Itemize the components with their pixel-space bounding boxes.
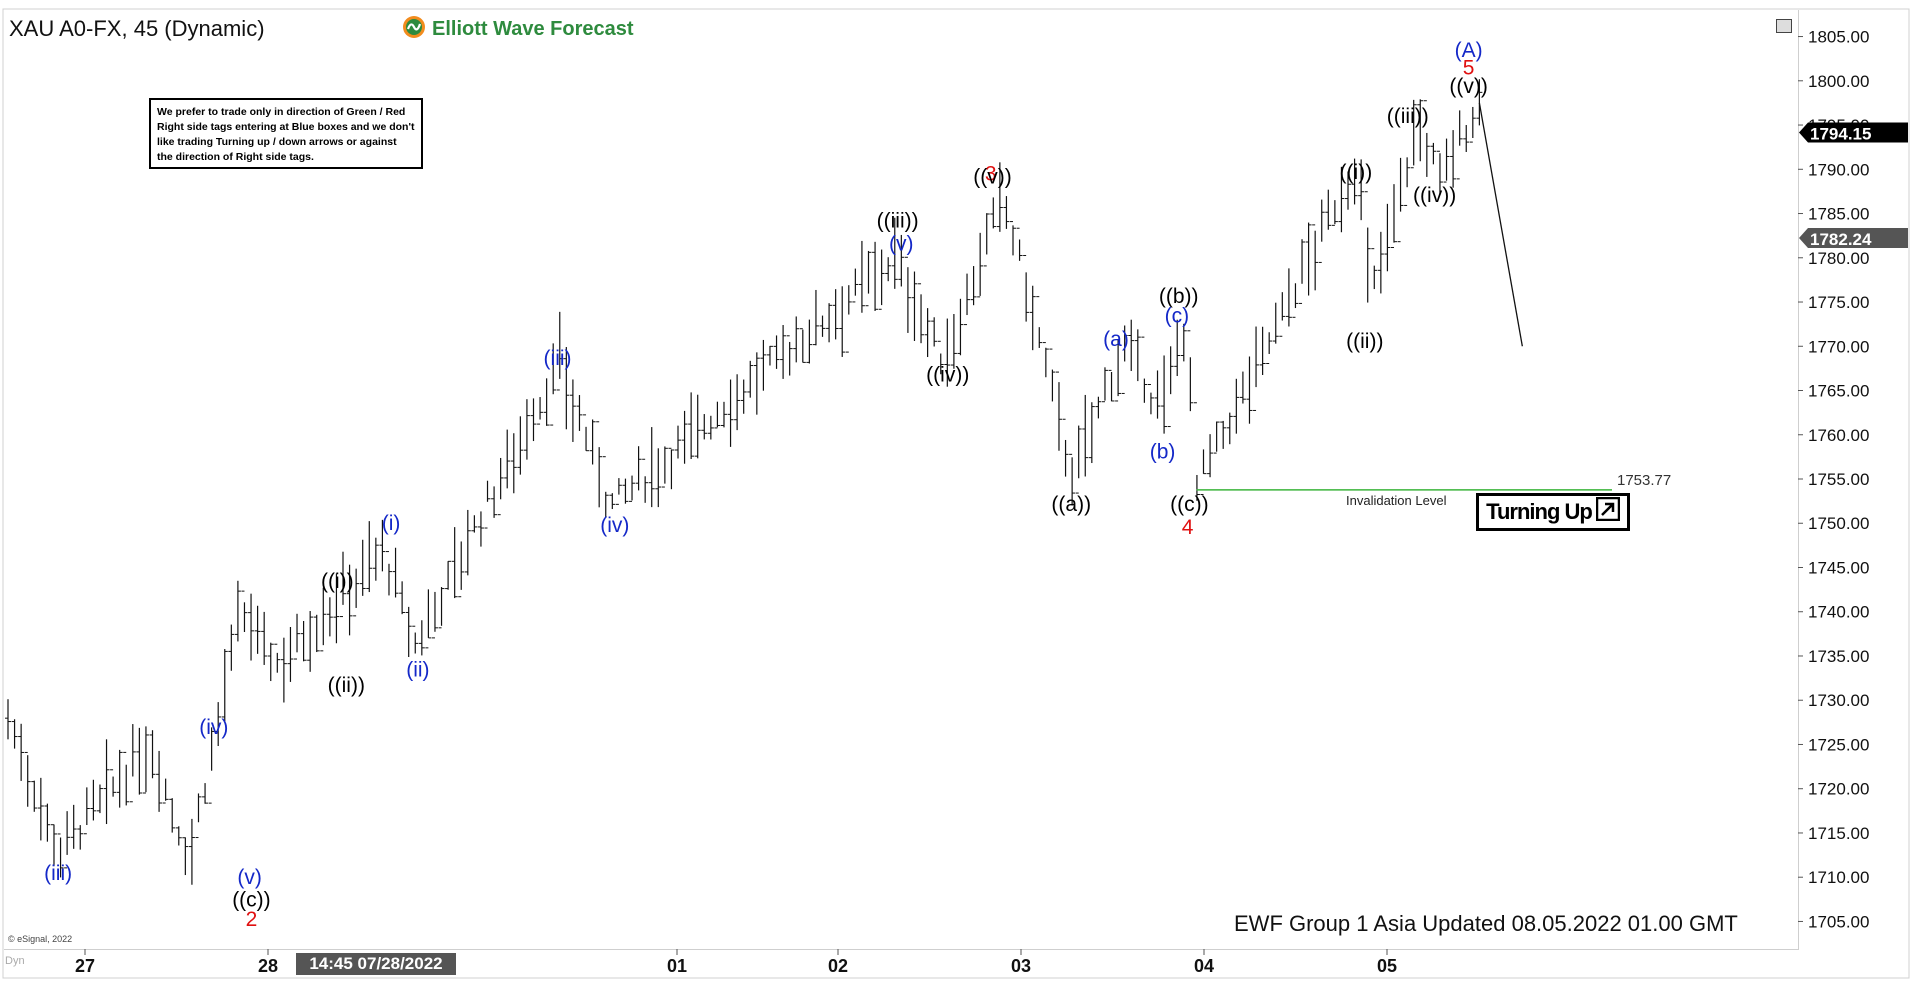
wave-label: (iv) (199, 716, 228, 739)
update-stamp: EWF Group 1 Asia Updated 08.05.2022 01.0… (1234, 911, 1738, 936)
wave-label: ((a)) (1051, 493, 1091, 516)
turning-up-label: Turning Up (1486, 499, 1593, 524)
y-tick-label: 1760.00 (1808, 426, 1869, 445)
wave-label: (ii) (406, 658, 429, 681)
wave-label: (iii) (544, 347, 572, 370)
y-tick-label: 1720.00 (1808, 780, 1869, 799)
wave-label: (i) (382, 512, 401, 535)
chart-border (2, 8, 1910, 979)
wave-label: 2 (246, 908, 258, 931)
arrow-up-right-icon (1595, 496, 1621, 527)
right-price-axis (1798, 10, 1799, 950)
projection-line (1478, 102, 1523, 347)
y-tick-label: 1735.00 (1808, 647, 1869, 666)
wave-label: ((iii)) (1387, 105, 1429, 128)
invalidation-value: 1753.77 (1617, 472, 1671, 489)
wave-label: (iii) (44, 862, 72, 885)
wave-label: (iv) (600, 514, 629, 537)
x-tick-label: 03 (1011, 956, 1031, 976)
y-tick-label: 1785.00 (1808, 205, 1869, 224)
price-tag (1799, 122, 1908, 143)
wave-label: ((c)) (1170, 493, 1208, 516)
wave-label: ((v)) (1449, 75, 1487, 98)
wave-label: 3 (985, 163, 997, 186)
price-tag-label: 1794.15 (1810, 125, 1871, 144)
bottom-time-axis (4, 949, 1799, 950)
y-tick-label: 1755.00 (1808, 470, 1869, 489)
turning-up-tag: Turning Up (1476, 493, 1630, 531)
y-tick-label: 1770.00 (1808, 337, 1869, 356)
chart-title: XAU A0-FX, 45 (Dynamic) (9, 16, 265, 41)
y-tick-label: 1805.00 (1808, 28, 1869, 47)
y-tick-label: 1775.00 (1808, 293, 1869, 312)
brand-logo: Elliott Wave Forecast (402, 15, 634, 44)
wave-label: ((v)) (973, 165, 1011, 188)
x-tick-label: 04 (1194, 956, 1214, 976)
wave-label: (v) (237, 866, 262, 889)
wave-label: 5 (1463, 57, 1475, 80)
wave-label: ((ii)) (328, 674, 365, 697)
copyright-text: © eSignal, 2022 (8, 934, 73, 944)
wave-label: ((iv)) (926, 364, 969, 387)
y-tick-label: 1710.00 (1808, 868, 1869, 887)
wave-label: ((iv)) (1413, 184, 1456, 207)
x-tick-label: 27 (75, 956, 95, 976)
wave-label: ((c)) (232, 888, 270, 911)
trading-note: We prefer to trade only in direction of … (149, 98, 423, 169)
wave-label: (a) (1103, 328, 1129, 351)
wave-label: (A) (1455, 39, 1483, 62)
dyn-tag: Dyn (5, 955, 25, 967)
window-restore-icon[interactable] (1776, 19, 1792, 33)
brand-name: Elliott Wave Forecast (432, 18, 634, 40)
y-tick-label: 1790.00 (1808, 160, 1869, 179)
wave-label: (b) (1150, 441, 1176, 464)
wave-label: ((iii)) (877, 210, 919, 233)
invalidation-label: Invalidation Level (1346, 493, 1447, 508)
wave-label: ((ii)) (1346, 330, 1383, 353)
y-tick-label: 1800.00 (1808, 72, 1869, 91)
y-tick-label: 1745.00 (1808, 558, 1869, 577)
y-tick-label: 1725.00 (1808, 735, 1869, 754)
y-tick-label: 1765.00 (1808, 382, 1869, 401)
wave-label: 4 (1182, 516, 1194, 539)
price-tag-label: 1782.24 (1810, 230, 1872, 249)
crosshair-time-readout: 14:45 07/28/2022 (296, 953, 456, 975)
price-tag (1799, 227, 1908, 248)
y-tick-label: 1750.00 (1808, 514, 1869, 533)
wave-label: (c) (1165, 304, 1190, 327)
ewf-logo-icon (402, 15, 426, 44)
wave-label: ((i)) (321, 570, 354, 593)
x-tick-label: 28 (258, 956, 278, 976)
y-tick-label: 1715.00 (1808, 824, 1869, 843)
y-tick-label: 1730.00 (1808, 691, 1869, 710)
wave-label: ((b)) (1159, 285, 1199, 308)
y-tick-label: 1740.00 (1808, 603, 1869, 622)
y-tick-label: 1780.00 (1808, 249, 1869, 268)
x-tick-label: 05 (1377, 956, 1397, 976)
x-tick-label: 01 (667, 956, 687, 976)
x-tick-label: 02 (828, 956, 848, 976)
wave-label: (v) (889, 233, 914, 256)
y-tick-label: 1705.00 (1808, 912, 1869, 931)
wave-label: ((i)) (1340, 161, 1373, 184)
